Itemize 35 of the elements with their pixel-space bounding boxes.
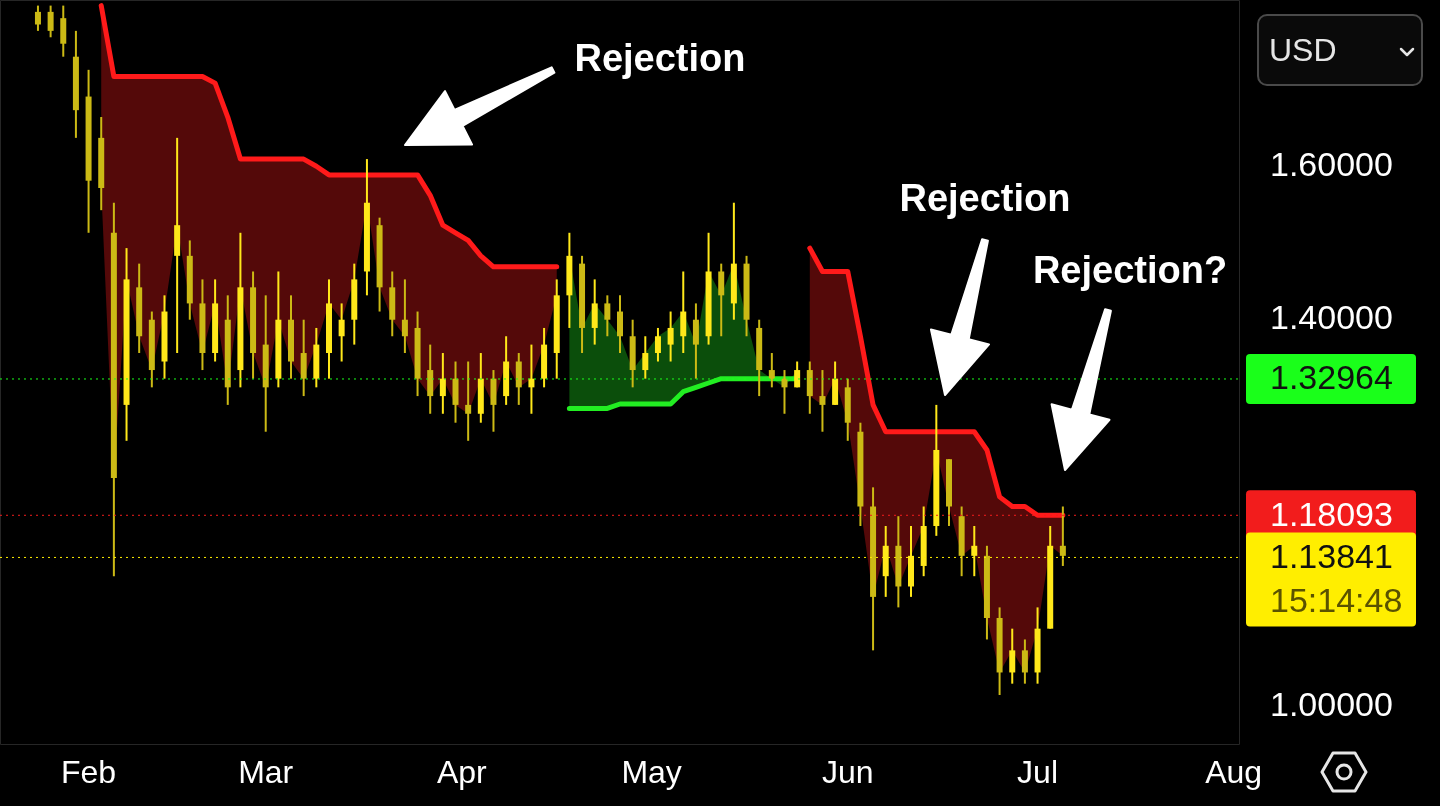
- currency-dropdown: USD: [1257, 14, 1423, 86]
- candlestick: [642, 335, 649, 380]
- candlestick: [1021, 638, 1028, 685]
- candlestick: [1059, 505, 1066, 567]
- candlestick: [768, 352, 775, 389]
- x-tick-label: Jun: [821, 754, 874, 791]
- x-tick-label: May: [621, 754, 682, 791]
- y-tick-label: 1.40000: [1270, 298, 1393, 337]
- candlestick: [439, 352, 446, 415]
- ref-line-label: 1.32964: [1270, 358, 1393, 397]
- candlestick: [819, 369, 826, 433]
- annotation: Rejection: [898, 176, 1072, 220]
- x-tick-label: Mar: [238, 754, 294, 791]
- ref-line-label: 1.13841 15:14:48: [1270, 536, 1403, 619]
- y-tick-label: 1.60000: [1270, 144, 1393, 183]
- annotation: Rejection?: [1031, 248, 1229, 292]
- candlestick: [604, 294, 611, 338]
- x-tick-label: Feb: [61, 754, 117, 791]
- candlestick: [1009, 627, 1016, 685]
- y-tick-label: 1.00000: [1270, 684, 1393, 723]
- candlestick: [338, 302, 345, 363]
- x-tick-label: Jul: [1017, 754, 1058, 791]
- candlestick: [34, 4, 41, 32]
- candlestick: [794, 360, 801, 389]
- candlestick: [667, 310, 674, 363]
- candlestick: [654, 326, 661, 363]
- candlestick: [401, 278, 408, 355]
- ref-line-label: 1.18093: [1270, 494, 1393, 533]
- x-tick-label: Apr: [436, 754, 488, 791]
- candlestick: [47, 4, 54, 39]
- candlestick: [465, 360, 472, 442]
- x-tick-label: Aug: [1205, 754, 1263, 791]
- annotation: Rejection: [573, 36, 747, 80]
- candlestick: [718, 262, 725, 338]
- candlestick: [971, 524, 978, 578]
